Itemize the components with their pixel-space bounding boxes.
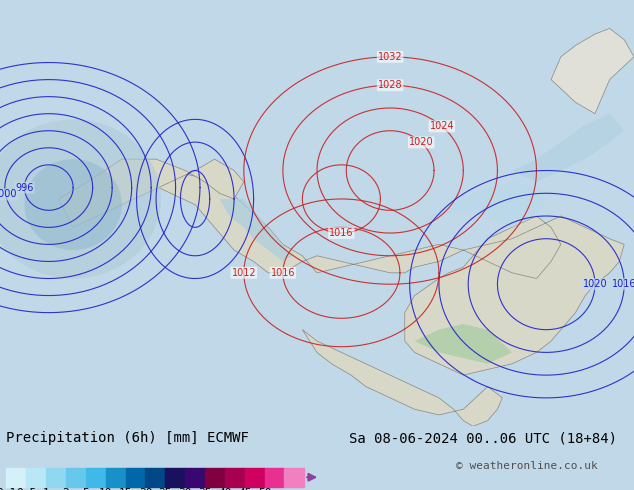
Polygon shape	[551, 28, 634, 114]
Text: 996: 996	[15, 183, 34, 193]
Text: 0.1: 0.1	[0, 488, 16, 490]
Polygon shape	[58, 159, 624, 375]
Text: 1: 1	[42, 488, 49, 490]
Text: Sa 08-06-2024 00..06 UTC (18+84): Sa 08-06-2024 00..06 UTC (18+84)	[349, 431, 617, 445]
Bar	[225, 467, 245, 487]
Text: 0.5: 0.5	[16, 488, 36, 490]
Bar	[106, 467, 126, 487]
Bar	[145, 467, 165, 487]
Text: 40: 40	[218, 488, 231, 490]
Text: 1024: 1024	[430, 122, 454, 131]
Bar	[46, 467, 66, 487]
Text: 15: 15	[119, 488, 133, 490]
Text: 50: 50	[258, 488, 271, 490]
Text: 2: 2	[63, 488, 69, 490]
Polygon shape	[415, 182, 547, 227]
Text: 1028: 1028	[378, 80, 403, 90]
Text: 5: 5	[82, 488, 89, 490]
Bar	[285, 467, 304, 487]
Text: 1016: 1016	[271, 268, 295, 278]
Bar	[245, 467, 264, 487]
Polygon shape	[415, 324, 512, 364]
Text: 1012: 1012	[231, 268, 256, 278]
Text: 45: 45	[238, 488, 252, 490]
Text: 10: 10	[99, 488, 112, 490]
Bar	[165, 467, 185, 487]
Polygon shape	[512, 114, 624, 182]
Text: 1032: 1032	[378, 52, 403, 62]
Polygon shape	[25, 159, 122, 250]
Text: 1016: 1016	[329, 228, 354, 238]
Bar	[264, 467, 285, 487]
Bar	[185, 467, 205, 487]
Polygon shape	[0, 120, 161, 278]
Text: Precipitation (6h) [mm] ECMWF: Precipitation (6h) [mm] ECMWF	[6, 431, 249, 445]
Polygon shape	[302, 330, 502, 426]
Text: 1020: 1020	[583, 279, 607, 289]
Bar	[26, 467, 46, 487]
Bar	[66, 467, 86, 487]
Polygon shape	[219, 199, 293, 262]
Bar	[86, 467, 106, 487]
Bar	[6, 467, 26, 487]
Text: © weatheronline.co.uk: © weatheronline.co.uk	[456, 462, 598, 471]
Bar	[126, 467, 145, 487]
Polygon shape	[58, 159, 244, 227]
Text: 1000: 1000	[0, 190, 18, 199]
Text: 20: 20	[139, 488, 152, 490]
Bar	[205, 467, 225, 487]
Text: 25: 25	[158, 488, 172, 490]
Text: 35: 35	[198, 488, 212, 490]
Text: 1016: 1016	[612, 279, 634, 289]
Text: 30: 30	[178, 488, 192, 490]
Text: 1020: 1020	[409, 137, 434, 147]
